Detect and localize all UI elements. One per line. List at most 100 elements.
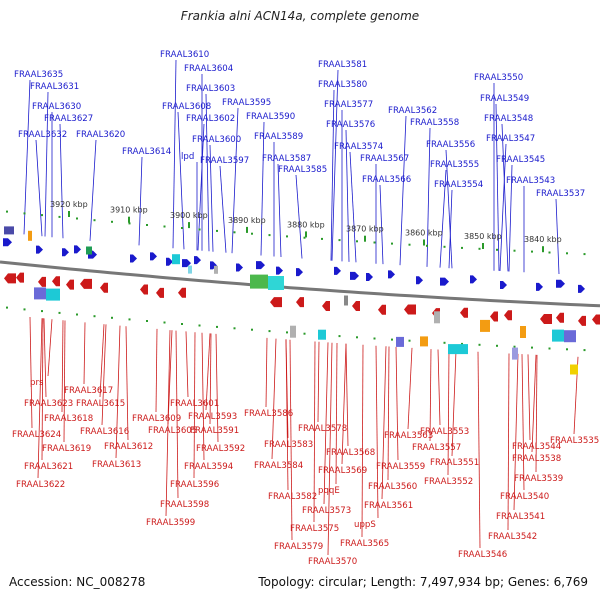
reverse-gene-label: FRAAL3542	[488, 532, 537, 542]
forward-connector	[399, 115, 407, 266]
scale-dot	[461, 246, 463, 249]
feature-block	[480, 319, 490, 332]
scale-label: 3900 kbp	[170, 211, 208, 220]
reverse-connector	[29, 316, 33, 429]
scale-dot	[531, 346, 533, 349]
feature-block	[420, 336, 428, 347]
scale-dot	[146, 320, 148, 322]
forward-gene-arrow	[166, 257, 173, 266]
forward-gene-label: FRAAL3576	[326, 120, 375, 130]
reverse-gene-arrow	[100, 282, 108, 293]
feature-block	[344, 295, 348, 306]
feature-block	[448, 344, 468, 355]
reverse-connector	[317, 341, 320, 423]
forward-gene-label: FRAAL3574	[334, 142, 383, 152]
reverse-gene-label: FRAAL3617	[64, 386, 113, 396]
forward-connector	[35, 139, 43, 237]
forward-gene-arrow	[556, 279, 565, 288]
scale-dot	[198, 228, 201, 231]
forward-connector	[260, 121, 265, 256]
reverse-gene-label: FRAAL3557	[412, 443, 461, 453]
feature-block	[172, 254, 180, 265]
reverse-gene-label: FRAAL3578	[298, 424, 347, 434]
scale-dot	[111, 316, 113, 319]
scale-label: 3910 kbp	[110, 206, 148, 215]
scale-dot	[58, 311, 61, 314]
forward-gene-label: FRAAL3566	[362, 175, 411, 185]
scale-label: 3890 kbp	[228, 216, 266, 225]
reverse-connector	[47, 319, 53, 377]
forward-gene-label: FRAAL3581	[318, 60, 367, 70]
forward-gene-label: FRAAL3632	[18, 130, 67, 140]
scale-label: 3870 kbp	[346, 225, 384, 234]
reverse-connector	[271, 338, 277, 460]
reverse-connector	[341, 343, 347, 465]
scale-dot	[251, 328, 253, 331]
reverse-gene-label: FRAAL3624	[12, 430, 61, 440]
reverse-connector	[375, 345, 379, 519]
forward-connector	[499, 143, 507, 272]
reverse-connector	[513, 353, 519, 511]
forward-gene-label: FRAAL3589	[254, 132, 303, 142]
scale-dot	[163, 225, 166, 228]
reverse-gene-arrow	[322, 300, 330, 311]
forward-gene-arrow	[536, 282, 543, 291]
forward-gene-arrow	[334, 266, 341, 275]
scale-dot	[41, 214, 43, 217]
scale-dot	[111, 220, 113, 223]
forward-gene-label: FRAAL3602	[186, 114, 235, 124]
reverse-gene-label: FRAAL3622	[16, 480, 65, 490]
scale-tick	[128, 216, 130, 223]
reverse-gene-arrow	[352, 301, 360, 312]
scale-dot	[531, 250, 533, 253]
reverse-connector	[361, 344, 364, 538]
forward-connector	[89, 139, 97, 241]
backbone	[0, 260, 600, 308]
reverse-connector	[447, 350, 450, 476]
reverse-connector	[193, 332, 196, 479]
reverse-gene-arrow	[540, 314, 552, 325]
scale-dot	[408, 243, 411, 246]
forward-gene-arrow	[416, 276, 423, 285]
scale-dot	[548, 251, 551, 254]
forward-gene-arrow	[194, 256, 201, 265]
scale-dot	[93, 219, 96, 222]
reverse-connector	[165, 330, 171, 517]
scale-dot	[268, 330, 271, 333]
reverse-gene-label: FRAAL3568	[326, 448, 375, 458]
forward-gene-label: FRAAL3550	[474, 73, 523, 83]
reverse-gene-label: FRAAL3552	[424, 477, 473, 487]
forward-connector	[379, 184, 384, 265]
reverse-gene-label: FRAAL3584	[254, 461, 303, 471]
scale-label: 3840 kbp	[524, 235, 562, 244]
reverse-gene-label: FRAAL3539	[514, 474, 563, 484]
reverse-gene-label: FRAAL3612	[104, 442, 153, 452]
reverse-gene-arrow	[66, 279, 74, 290]
reverse-connector	[285, 339, 289, 491]
scale-tick	[246, 226, 248, 233]
scale-dot	[548, 347, 551, 350]
reverse-gene-label: FRAAL3563	[384, 431, 433, 441]
reverse-connector	[477, 351, 481, 549]
forward-gene-label: FRAAL3555	[430, 160, 479, 170]
reverse-gene-label: FRAAL3551	[430, 458, 479, 468]
feature-block	[34, 287, 46, 300]
scale-dot	[6, 306, 8, 309]
reverse-gene-arrow	[592, 314, 600, 325]
scale-tick	[542, 246, 544, 253]
reverse-connector	[209, 333, 212, 425]
reverse-gene-label: FRAAL3560	[368, 482, 417, 492]
reverse-connector	[451, 350, 457, 457]
feature-block	[4, 226, 14, 235]
scale-dot	[566, 252, 568, 255]
feature-block	[86, 246, 92, 255]
forward-gene-label: FRAAL3545	[496, 155, 545, 165]
reverse-gene-label: FRAAL3540	[500, 492, 549, 502]
scale-tick	[68, 211, 70, 217]
forward-gene-label: FRAAL3547	[486, 134, 535, 144]
reverse-gene-label: FRAAL3616	[80, 427, 129, 437]
scale-dot	[58, 215, 61, 218]
scale-dot	[443, 341, 446, 344]
reverse-connector	[531, 354, 537, 453]
